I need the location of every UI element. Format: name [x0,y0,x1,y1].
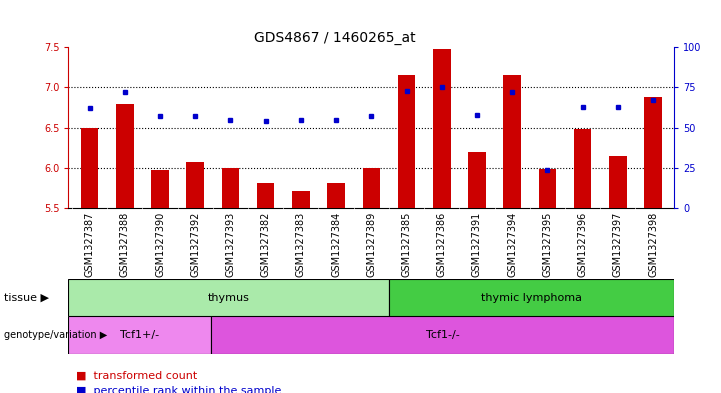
Text: GSM1327394: GSM1327394 [507,212,517,277]
Bar [574,129,591,208]
Text: GSM1327385: GSM1327385 [402,212,412,277]
Bar [68,279,389,316]
Text: GSM1327393: GSM1327393 [226,212,236,277]
Bar [221,168,239,208]
Text: GDS4867 / 1460265_at: GDS4867 / 1460265_at [255,31,416,45]
Bar [363,168,380,208]
Text: GSM1327383: GSM1327383 [296,212,306,277]
Text: GSM1327395: GSM1327395 [542,212,552,277]
Text: Tcf1+/-: Tcf1+/- [120,330,159,340]
Text: GSM1327398: GSM1327398 [648,212,658,277]
Text: GSM1327390: GSM1327390 [155,212,165,277]
Text: GSM1327388: GSM1327388 [120,212,130,277]
Bar [389,279,674,316]
Bar [503,75,521,208]
Text: tissue ▶: tissue ▶ [4,293,48,303]
Text: thymic lymphoma: thymic lymphoma [481,293,582,303]
Bar [468,152,486,208]
Text: GSM1327392: GSM1327392 [190,212,200,277]
Bar [81,128,99,208]
Bar [211,316,674,354]
Text: GSM1327391: GSM1327391 [472,212,482,277]
Text: ■  percentile rank within the sample: ■ percentile rank within the sample [76,386,281,393]
Bar [433,49,451,208]
Text: GSM1327382: GSM1327382 [261,212,270,277]
Text: GSM1327386: GSM1327386 [437,212,447,277]
Text: GSM1327397: GSM1327397 [613,212,623,277]
Bar [292,191,310,208]
Text: ■  transformed count: ■ transformed count [76,370,197,380]
Bar [68,316,211,354]
Text: genotype/variation ▶: genotype/variation ▶ [4,330,107,340]
Text: GSM1327387: GSM1327387 [84,212,94,277]
Text: Tcf1-/-: Tcf1-/- [425,330,459,340]
Bar [257,182,275,208]
Text: GSM1327389: GSM1327389 [366,212,376,277]
Bar [539,169,556,208]
Bar [327,182,345,208]
Bar [151,171,169,208]
Bar [398,75,415,208]
Bar [187,162,204,208]
Text: GSM1327396: GSM1327396 [578,212,588,277]
Bar [116,104,133,208]
Bar [609,156,627,208]
Bar [644,97,662,208]
Text: GSM1327384: GSM1327384 [331,212,341,277]
Text: thymus: thymus [208,293,249,303]
